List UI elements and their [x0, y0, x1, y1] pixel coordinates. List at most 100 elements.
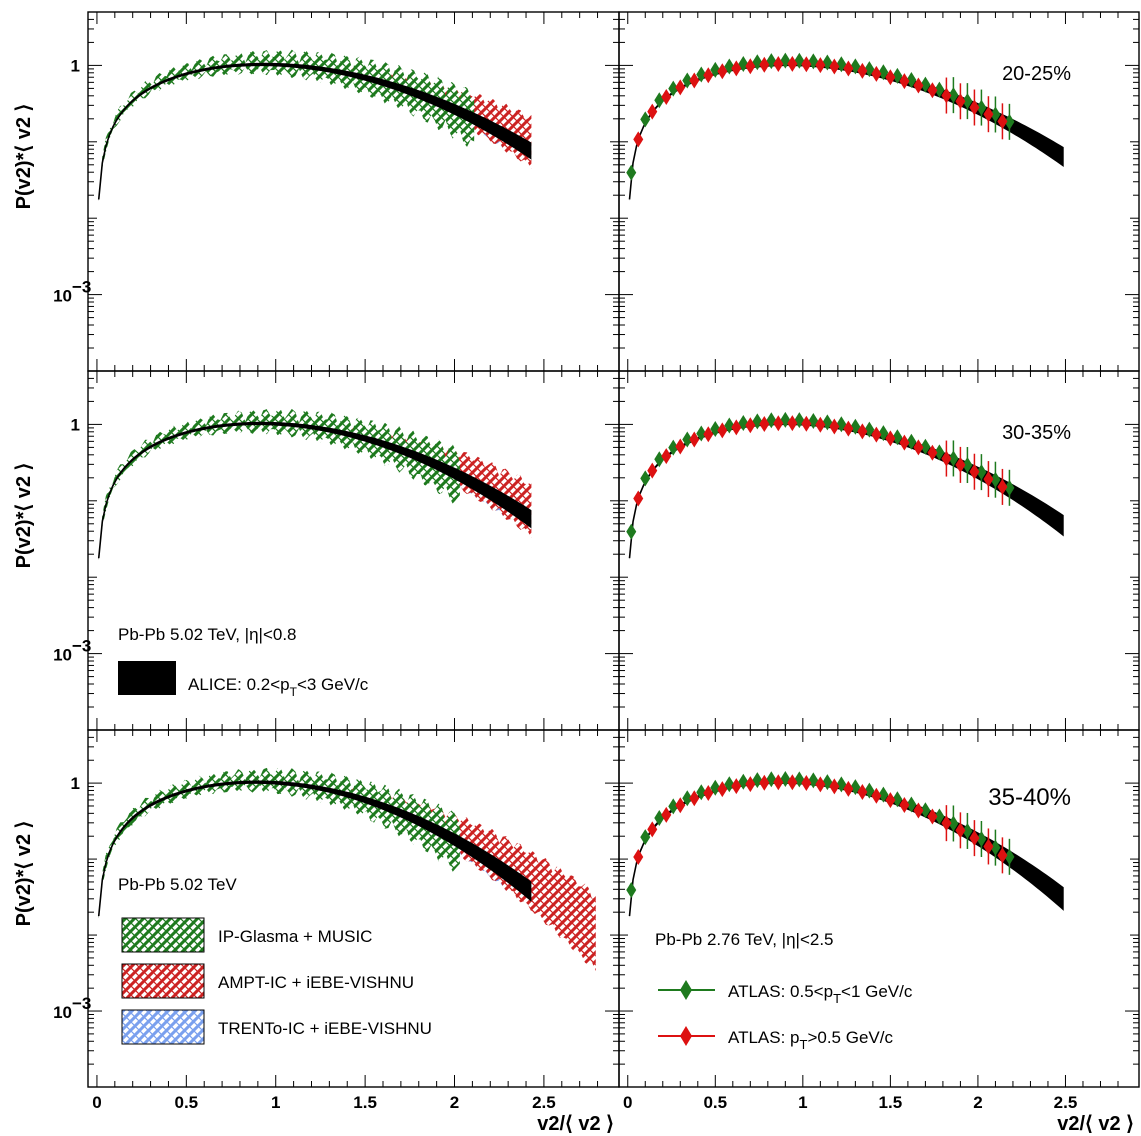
plot-area	[97, 49, 532, 201]
panel-frame	[87, 11, 620, 372]
atlas-marker	[731, 60, 742, 77]
atlas-marker	[661, 89, 672, 106]
atlas-marker	[710, 61, 721, 78]
atlas-marker	[661, 448, 672, 465]
atlas-marker	[801, 415, 812, 432]
model-legend-swatch	[121, 917, 205, 953]
y-tick-label: 10	[53, 1003, 72, 1022]
atlas-marker	[892, 791, 903, 808]
atlas-marker	[885, 430, 896, 447]
atlas-marker	[717, 63, 728, 80]
atlas-marker	[710, 779, 721, 796]
atlas-marker	[745, 776, 756, 793]
atlas-marker	[843, 420, 854, 437]
atlas-marker	[829, 58, 840, 75]
atlas-marker	[745, 417, 756, 434]
model-legend-swatch	[121, 963, 205, 999]
atlas-marker	[899, 434, 910, 451]
atlas-marker	[815, 776, 826, 793]
atlas-marker	[997, 113, 1008, 130]
atlas-marker	[675, 79, 686, 96]
atlas-marker	[703, 426, 714, 443]
atlas-marker	[626, 164, 637, 181]
atlas-marker	[689, 790, 700, 807]
atlas-marker	[759, 774, 770, 791]
atlas-marker	[948, 87, 959, 104]
plot-area	[626, 770, 1064, 918]
plot-area	[97, 408, 532, 561]
atlas-marker	[717, 422, 728, 439]
atlas-marker	[934, 81, 945, 98]
atlas-marker	[773, 415, 784, 432]
atlas-marker	[941, 87, 952, 104]
atlas-marker	[878, 786, 889, 803]
atlas-marker	[647, 821, 658, 838]
y-tick-label: 10	[53, 287, 72, 306]
atlas-legend-label: ATLAS: pT>0.5 GeV/c	[728, 1028, 893, 1052]
y-tick-exponent: −3	[72, 278, 91, 297]
alice-legend-label: ALICE: 0.2<pT<3 GeV/c	[188, 675, 369, 699]
atlas-marker	[990, 839, 1001, 856]
x-tick-label: 0	[623, 1093, 632, 1112]
atlas-marker	[857, 423, 868, 440]
y-tick-exponent: −3	[72, 637, 91, 656]
atlas-marker	[822, 54, 833, 71]
alice-curve	[97, 422, 525, 559]
atlas-marker	[815, 57, 826, 74]
atlas-marker	[808, 53, 819, 70]
atlas-marker	[640, 829, 651, 846]
atlas-marker	[871, 65, 882, 82]
centrality-label: 20-25%	[1002, 63, 1071, 85]
model-legend-label: AMPT-IC + iEBE-VISHNU	[218, 973, 414, 992]
atlas-marker	[920, 76, 931, 93]
atlas-marker	[1004, 113, 1015, 130]
alice-curve	[97, 781, 525, 917]
atlas-legend-tail: >0.5 GeV/c	[807, 1028, 893, 1047]
atlas-marker	[829, 778, 840, 795]
atlas-marker	[689, 431, 700, 448]
atlas-marker	[773, 56, 784, 73]
atlas-marker	[626, 523, 637, 540]
atlas-marker	[787, 55, 798, 72]
atlas-marker	[913, 439, 924, 456]
atlas-marker	[878, 425, 889, 442]
atlas-marker	[983, 106, 994, 123]
system-label: Pb-Pb 5.02 TeV	[118, 875, 237, 894]
x-tick-label: 1	[798, 1093, 807, 1112]
atlas-marker	[969, 463, 980, 480]
atlas-marker	[850, 779, 861, 796]
atlas-marker	[864, 782, 875, 799]
atlas-legend-tail: <1 GeV/c	[841, 982, 913, 1001]
atlas-marker	[976, 99, 987, 116]
centrality-label: 35-40%	[988, 784, 1071, 811]
panel-frame	[618, 729, 1140, 1088]
atlas-marker	[864, 421, 875, 438]
atlas-marker	[892, 67, 903, 84]
atlas-marker	[892, 429, 903, 446]
atlas-marker	[633, 849, 644, 866]
y-tick-label: 1	[71, 56, 80, 75]
atlas-marker	[633, 490, 644, 507]
x-tick-label: 1.5	[879, 1093, 903, 1112]
atlas-marker	[661, 806, 672, 823]
alice-legend-tail: <3 GeV/c	[297, 675, 369, 694]
atlas-marker	[647, 103, 658, 120]
atlas-marker	[1004, 479, 1015, 496]
atlas-marker	[682, 790, 693, 807]
atlas-marker	[899, 796, 910, 813]
atlas-marker	[1004, 848, 1015, 865]
atlas-marker	[885, 792, 896, 809]
alice-band	[98, 421, 532, 560]
y-tick-exponent: −3	[72, 994, 91, 1013]
atlas-marker	[885, 69, 896, 86]
atlas-marker	[738, 55, 749, 72]
atlas-marker	[920, 802, 931, 819]
x-axis-title: v2/⟨ v2 ⟩	[1057, 1113, 1134, 1135]
x-tick-label: 2.5	[1054, 1093, 1078, 1112]
atlas-marker	[668, 439, 679, 456]
atlas-marker	[675, 438, 686, 455]
atlas-marker	[948, 815, 959, 832]
atlas-marker	[675, 797, 686, 814]
atlas-marker	[787, 774, 798, 791]
